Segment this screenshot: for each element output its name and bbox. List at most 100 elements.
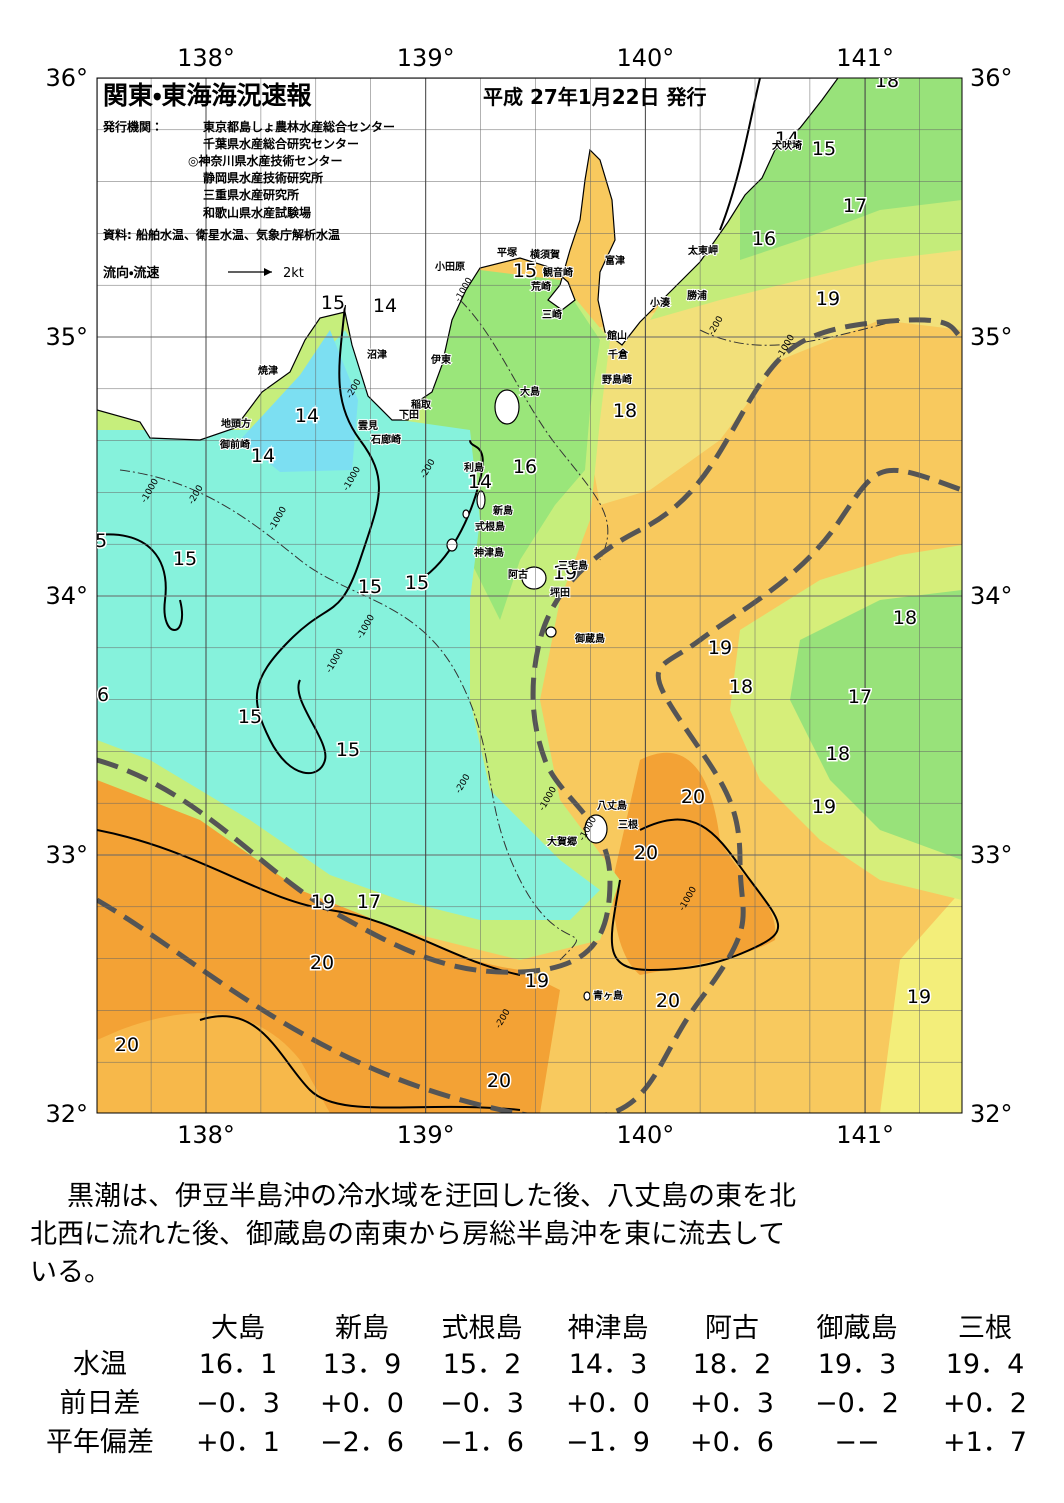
legend-label: 流向・流速 <box>103 265 159 281</box>
place-name: 太東岬 <box>687 244 718 257</box>
place-name: 小田原 <box>434 260 465 273</box>
place-name: 千倉 <box>608 348 629 361</box>
lat-label: 33° <box>45 841 88 869</box>
table-cell: +0．0 <box>320 1388 404 1419</box>
row-label: 水温 <box>73 1349 127 1380</box>
table-cell: +0．2 <box>943 1388 1027 1419</box>
table-cell: −0．2 <box>815 1388 899 1419</box>
lat-label: 32° <box>45 1100 88 1128</box>
table-header: 阿古 <box>705 1313 759 1344</box>
map: 関東・東海海況速報 平成 27年1月22日 発行 発行機関： 東京都島しょ農林水… <box>45 44 1013 1149</box>
isotherm-label: 17 <box>848 686 872 708</box>
isotherm-label: 15 <box>336 739 360 761</box>
publisher: 東京都島しょ農林水産総合センター <box>203 119 395 134</box>
table-header: 大島 <box>211 1313 265 1344</box>
table-cell: +0．0 <box>566 1388 650 1419</box>
table-cell: +0．3 <box>690 1388 774 1419</box>
legend-arrowhead <box>264 268 272 276</box>
isotherm-label: 15 <box>405 572 429 594</box>
isotherm-label: 14 <box>373 295 397 317</box>
kuroshio-edge <box>97 467 962 1113</box>
place-name: 伊東 <box>430 353 451 366</box>
lon-label: 139° <box>397 44 455 72</box>
place-name: 犬吠埼 <box>772 139 802 152</box>
table-cell: 16．1 <box>199 1349 278 1380</box>
place-name: 神津島 <box>473 546 504 559</box>
table-cell: −0．3 <box>440 1388 524 1419</box>
isotherm-label: 19 <box>525 970 549 992</box>
lon-label: 141° <box>836 1121 894 1149</box>
lat-label: 33° <box>970 841 1013 869</box>
kuroshio-axis <box>97 317 962 975</box>
sea-zone <box>613 752 776 975</box>
land <box>97 78 839 441</box>
isotherm-label: 15 <box>812 138 836 160</box>
sea-zone <box>880 890 962 1113</box>
isotherm-label: 17 <box>357 891 381 913</box>
description-line: 北西に流れた後、御蔵島の南東から房総半島沖を東に流去して <box>30 1219 786 1250</box>
table-cell: 13．9 <box>323 1349 402 1380</box>
place-name: 式根島 <box>475 520 505 533</box>
publisher: 静岡県水産技術研究所 <box>203 170 323 185</box>
place-name: 御前崎 <box>219 438 250 451</box>
publisher-label: 発行機関： <box>102 119 163 134</box>
lat-label: 35° <box>970 323 1013 351</box>
map-frame <box>96 77 963 1114</box>
isotherm-label: 17 <box>843 195 867 217</box>
table-header: 御蔵島 <box>817 1313 898 1344</box>
lon-label: 141° <box>836 44 894 72</box>
place-name: 富津 <box>605 254 625 267</box>
table-cell: 19．3 <box>818 1349 897 1380</box>
place-name: 三崎 <box>542 308 562 321</box>
place-name: 雲見 <box>358 420 378 432</box>
isotherm-label: 18 <box>826 743 850 765</box>
isotherm-label: 20 <box>681 786 705 808</box>
isotherm-label: 5 <box>95 530 107 552</box>
place-name: 御蔵島 <box>574 632 605 645</box>
table-cell: −1．9 <box>566 1427 650 1458</box>
isotherm-label: 19 <box>311 891 335 913</box>
isotherm-label: 20 <box>487 1070 511 1092</box>
lon-label: 138° <box>177 1121 235 1149</box>
isotherm-label: 6 <box>97 684 109 706</box>
isotherm-label: 14 <box>295 405 319 427</box>
place-name: 新島 <box>492 504 513 517</box>
place-name: 沼津 <box>367 348 387 361</box>
place-name: 阿古 <box>508 568 528 581</box>
publisher: 千葉県水産総合研究センター <box>203 136 359 151</box>
publisher: 三重県水産研究所 <box>203 187 299 202</box>
isotherm-label: 16 <box>752 228 776 250</box>
place-name: 地頭方 <box>221 417 251 430</box>
isotherm-label: 18 <box>875 70 899 92</box>
place-name: 館山 <box>606 329 627 342</box>
legend-scale: 2kt <box>283 266 304 281</box>
place-name: 観音崎 <box>543 266 573 279</box>
isotherm-label: 15 <box>321 292 345 314</box>
lon-label: 139° <box>397 1121 455 1149</box>
place-name: 下田 <box>399 409 419 421</box>
lat-label: 32° <box>970 1100 1013 1128</box>
isotherm-label: 14 <box>468 471 492 493</box>
table-cell: +0．1 <box>196 1427 280 1458</box>
place-name: 三宅島 <box>558 559 588 572</box>
place-name: 八丈島 <box>597 799 627 812</box>
place-name: 大島 <box>520 385 540 398</box>
table-header: 神津島 <box>568 1313 649 1344</box>
place-name: 石廊崎 <box>370 433 401 446</box>
place-name: 大賀郷 <box>547 835 577 848</box>
sea <box>97 78 962 1113</box>
isotherm-label: 16 <box>513 456 537 478</box>
table-cell: 15．2 <box>443 1349 522 1380</box>
place-name: 横須賀 <box>530 248 560 261</box>
isotherm-label: 19 <box>907 986 931 1008</box>
isotherm-label: 15 <box>513 260 537 282</box>
place-name: 野島崎 <box>602 373 632 386</box>
table-cell: +1．7 <box>943 1427 1027 1458</box>
place-name: 平塚 <box>497 246 518 259</box>
place-name: 坪田 <box>550 586 570 599</box>
isotherm-label: 20 <box>310 952 334 974</box>
place-name: 小湊 <box>649 296 671 309</box>
lat-label: 34° <box>970 582 1013 610</box>
isotherm-label: 19 <box>708 637 732 659</box>
